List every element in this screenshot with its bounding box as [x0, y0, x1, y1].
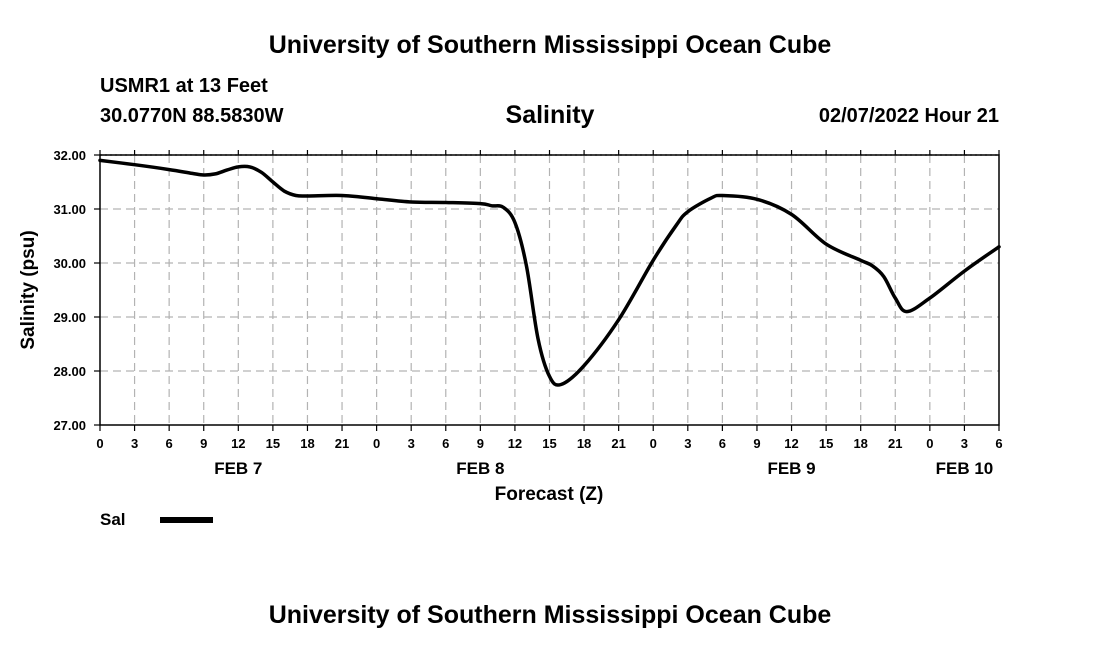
x-tick-label: 15 — [266, 436, 280, 451]
salinity-series-line — [98, 158, 1001, 387]
x-tick-label: 18 — [853, 436, 867, 451]
x-tick-label: 3 — [684, 436, 691, 451]
footer-title: University of Southern Mississippi Ocean… — [268, 601, 832, 629]
x-tick-label: 12 — [508, 436, 522, 451]
x-tick-label: 0 — [926, 436, 933, 451]
x-tick-label: 15 — [542, 436, 556, 451]
y-tick-label: 27.00 — [53, 418, 86, 433]
x-tick-label: 12 — [784, 436, 798, 451]
y-tick-label: 31.00 — [53, 202, 86, 217]
x-tick-label: 15 — [819, 436, 833, 451]
y-tick-label: 30.00 — [53, 256, 86, 271]
x-tick-label: 18 — [300, 436, 314, 451]
y-axis-label: Salinity (psu) — [18, 230, 39, 349]
page-title: University of Southern Mississippi Ocean… — [268, 31, 832, 59]
x-tick-label: 0 — [373, 436, 380, 451]
x-tick-label: 21 — [888, 436, 902, 451]
x-tick-label: 21 — [611, 436, 625, 451]
x-tick-label: 3 — [408, 436, 415, 451]
x-tick-label: 0 — [96, 436, 103, 451]
x-tick-label: 21 — [335, 436, 349, 451]
x-tick-label: 12 — [231, 436, 245, 451]
day-label: FEB 7 — [214, 459, 262, 478]
day-label: FEB 10 — [936, 459, 994, 478]
x-tick-label: 6 — [719, 436, 726, 451]
x-axis-label: Forecast (Z) — [495, 484, 604, 505]
x-tick-label: 6 — [442, 436, 449, 451]
y-tick-label: 29.00 — [53, 310, 86, 325]
x-tick-label: 0 — [650, 436, 657, 451]
x-tick-label: 3 — [961, 436, 968, 451]
legend-label: Sal — [100, 510, 126, 529]
x-tick-label: 9 — [477, 436, 484, 451]
x-tick-label: 9 — [200, 436, 207, 451]
grid-lines — [100, 154, 999, 425]
day-label: FEB 9 — [767, 459, 815, 478]
y-tick-label: 32.00 — [53, 148, 86, 163]
day-label: FEB 8 — [456, 459, 504, 478]
station-name: USMR1 at 13 Feet — [100, 75, 268, 97]
x-tick-label: 3 — [131, 436, 138, 451]
chart-title: Salinity — [505, 101, 595, 129]
x-tick-label: 6 — [166, 436, 173, 451]
x-tick-label: 6 — [995, 436, 1002, 451]
forecast-timestamp: 02/07/2022 Hour 21 — [818, 105, 999, 127]
axis-ticks: 27.00 28.00 29.00 30.00 31.00 32.00 0 3 6 9 12 15 18… — [53, 148, 1002, 478]
y-tick-label: 28.00 — [53, 364, 86, 379]
x-tick-label: 18 — [577, 436, 591, 451]
x-tick-label: 9 — [753, 436, 760, 451]
station-coordinates: 30.0770N 88.5830W — [100, 105, 284, 127]
